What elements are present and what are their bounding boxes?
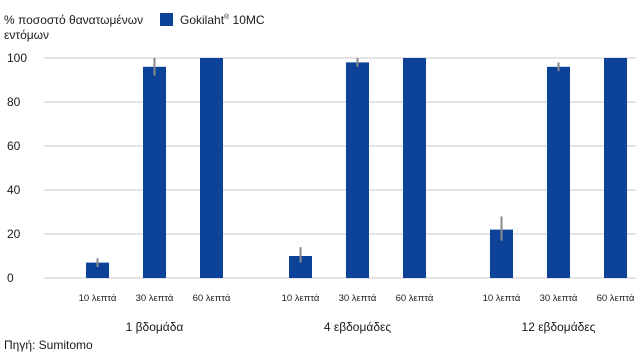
bars	[86, 58, 627, 279]
y-tick-label: 100	[7, 51, 27, 65]
bar	[604, 58, 627, 278]
bar	[143, 66, 166, 278]
bar	[490, 229, 513, 278]
legend-swatch	[160, 13, 173, 26]
bar	[200, 58, 223, 278]
bar	[547, 66, 570, 278]
x-tick-label: 60 λεπτά	[193, 293, 231, 304]
x-tick-label: 10 λεπτά	[79, 293, 117, 304]
y-axis-title-line-2: εντόμων	[4, 28, 49, 42]
bar	[403, 58, 426, 278]
bar	[86, 262, 109, 278]
x-tick-label: 30 λεπτά	[339, 293, 377, 304]
gridlines	[44, 57, 636, 279]
y-tick-label: 80	[7, 95, 21, 109]
y-axis-ticks: 0 20 40 60 80 100	[7, 51, 27, 285]
x-axis-labels: 10 λεπτά 30 λεπτά 60 λεπτά 1 βδομάδα 10 λεπτ…	[79, 293, 635, 334]
x-tick-label: 60 λεπτά	[597, 293, 635, 304]
legend-registered-mark: ®	[224, 13, 230, 21]
error-bars	[96, 58, 560, 267]
legend-label: Gokilaht® 10MC	[180, 13, 265, 27]
y-tick-label: 40	[7, 183, 21, 197]
group-label: 12 εβδομάδες	[522, 320, 596, 334]
bar	[346, 62, 369, 279]
x-tick-label: 10 λεπτά	[282, 293, 320, 304]
bar	[289, 256, 312, 278]
group-label: 1 βδομάδα	[126, 320, 184, 334]
y-tick-label: 20	[7, 227, 21, 241]
group-label: 4 εβδομάδες	[324, 320, 391, 334]
x-tick-label: 10 λεπτά	[483, 293, 521, 304]
x-tick-label: 30 λεπτά	[136, 293, 174, 304]
y-tick-label: 0	[7, 271, 14, 285]
y-axis-title-line-1: % ποσοστό θανατωμένων	[4, 13, 143, 27]
x-tick-label: 60 λεπτά	[396, 293, 434, 304]
y-tick-label: 60	[7, 139, 21, 153]
source-note: Πηγή: Sumitomo	[4, 338, 93, 352]
x-tick-label: 30 λεπτά	[540, 293, 578, 304]
